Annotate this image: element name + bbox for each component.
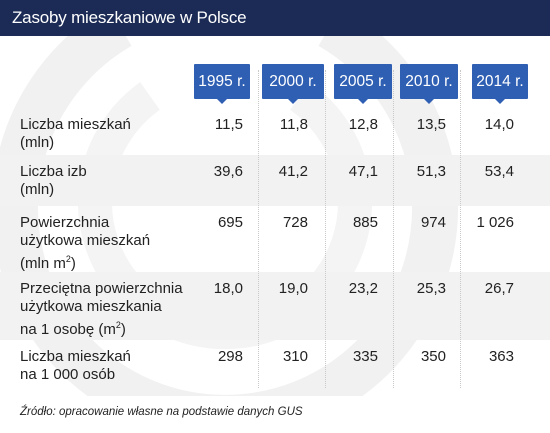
unit-superscript: 2 xyxy=(115,320,121,330)
column-divider xyxy=(325,70,326,388)
table-cell-value: 1 026 xyxy=(476,214,514,231)
row-label-line: Liczba mieszkań xyxy=(20,116,131,133)
table-cell-value: 298 xyxy=(217,348,243,365)
row-label-line: (mln) xyxy=(20,134,55,151)
unit-superscript: 2 xyxy=(65,254,71,264)
column-header-year: 2005 r. xyxy=(334,64,392,104)
table-cell-value: 53,4 xyxy=(484,163,514,180)
row-label-line: użytkowa mieszkań xyxy=(20,232,151,249)
table-cell-value: 350 xyxy=(420,348,446,365)
column-divider xyxy=(258,70,259,388)
table-cell-value: 26,7 xyxy=(484,280,514,297)
row-label: Przeciętna powierzchnia użytkowa mieszkan… xyxy=(20,280,183,339)
table-cell-value: 695 xyxy=(217,214,243,231)
table-cell-value: 18,0 xyxy=(213,280,243,297)
row-label-line: Liczba mieszkań xyxy=(20,348,131,365)
table-cell-value: 885 xyxy=(352,214,378,231)
table-cell-value: 363 xyxy=(488,348,514,365)
table-cell-value: 335 xyxy=(352,348,378,365)
row-label-line: Powierzchnia xyxy=(20,214,110,231)
header-bar: Zasoby mieszkaniowe w Polsce xyxy=(0,0,550,36)
column-header-year: 1995 r. xyxy=(194,64,250,104)
table-row-band xyxy=(0,272,550,340)
row-label-line: Liczba izb xyxy=(20,163,87,180)
table-cell-value: 13,5 xyxy=(416,116,446,133)
table-cell-value: 728 xyxy=(282,214,308,231)
column-header-year: 2010 r. xyxy=(400,64,458,104)
column-header-year: 2000 r. xyxy=(262,64,324,104)
table-cell-value: 14,0 xyxy=(484,116,514,133)
table-cell-value: 47,1 xyxy=(348,163,378,180)
column-divider xyxy=(393,70,394,388)
row-label-line: (mln) xyxy=(20,181,55,198)
row-label: Liczba mieszkań na 1 000 osób xyxy=(20,348,131,384)
row-label: Liczba mieszkań (mln) xyxy=(20,116,131,152)
chart-title: Zasoby mieszkaniowe w Polsce xyxy=(12,8,247,27)
table-cell-value: 310 xyxy=(282,348,308,365)
table-cell-value: 11,8 xyxy=(279,116,308,133)
row-label-line: (mln m2) xyxy=(20,254,76,272)
source-note: Źródło: opracowanie własne na podstawie … xyxy=(20,406,303,418)
table-cell-value: 19,0 xyxy=(278,280,308,297)
column-divider xyxy=(460,70,461,388)
table-cell-value: 12,8 xyxy=(348,116,378,133)
table-cell-value: 41,2 xyxy=(278,163,308,180)
row-label: Liczba izb (mln) xyxy=(20,163,87,199)
row-label: Powierzchnia użytkowa mieszkań (mln m2) xyxy=(20,214,150,273)
row-label-line: użytkowa mieszkania xyxy=(20,298,162,315)
table-cell-value: 23,2 xyxy=(348,280,378,297)
table-cell-value: 51,3 xyxy=(416,163,446,180)
row-label-line: na 1 000 osób xyxy=(20,366,116,383)
table-cell-value: 974 xyxy=(420,214,446,231)
table-cell-value: 11,5 xyxy=(214,116,243,133)
table-cell-value: 25,3 xyxy=(416,280,446,297)
table-row-band xyxy=(0,155,550,206)
row-label-line: na 1 osobę (m2) xyxy=(20,320,126,338)
column-header-year: 2014 r. xyxy=(472,64,528,104)
row-label-line: Przeciętna powierzchnia xyxy=(20,280,183,297)
table-cell-value: 39,6 xyxy=(213,163,243,180)
